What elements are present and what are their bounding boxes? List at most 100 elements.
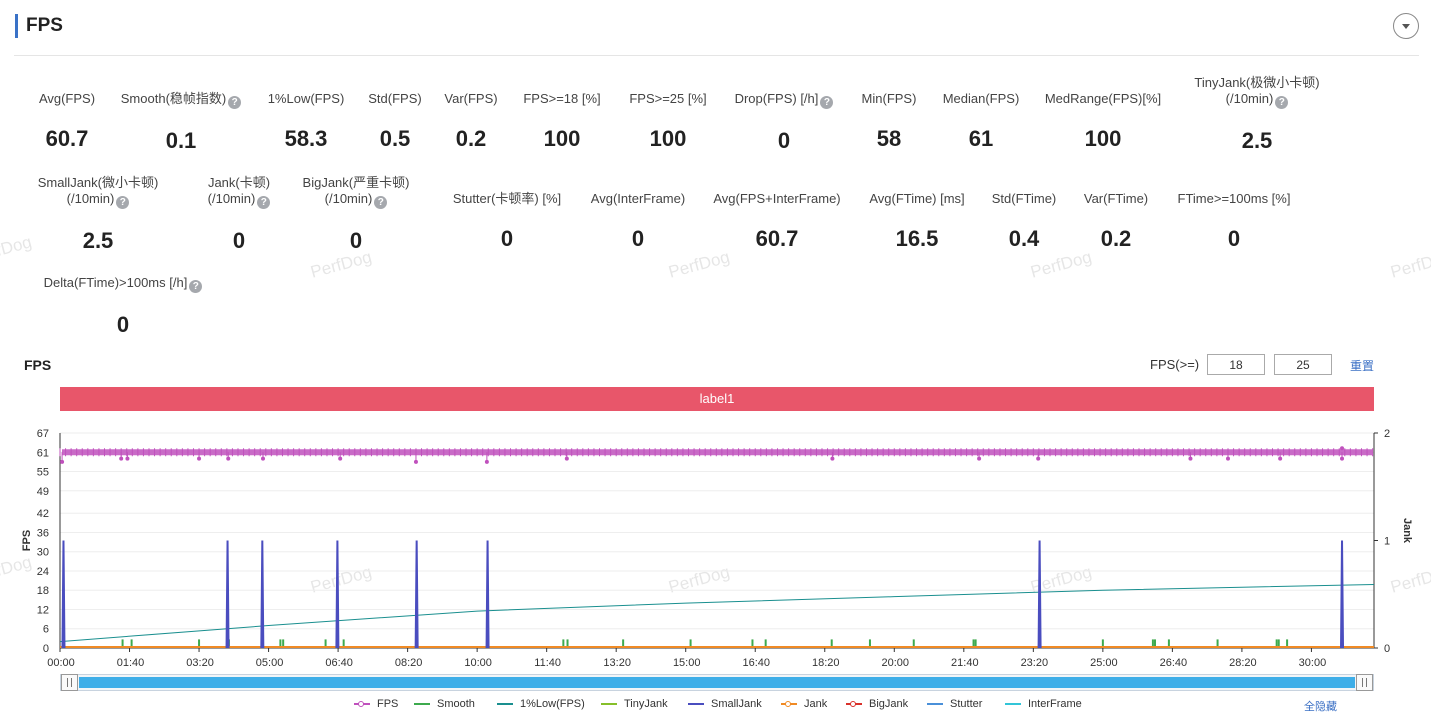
metric-label-unit: (/10min)? xyxy=(1167,91,1347,109)
fps-dip-marker xyxy=(60,459,65,464)
y2-axis-title: Jank xyxy=(1401,518,1413,544)
reset-button[interactable]: 重置 xyxy=(1350,359,1375,373)
time-range-selection[interactable] xyxy=(79,677,1355,688)
help-icon[interactable]: ? xyxy=(228,96,242,109)
legend-label: SmallJank xyxy=(711,698,762,710)
legend-swatch-icon xyxy=(414,703,430,705)
metric-label-text: SmallJank(微小卡顿) xyxy=(37,175,159,190)
legend-item[interactable]: Jank xyxy=(781,697,828,711)
metric-label-unit: (/10min)? xyxy=(266,191,446,209)
x-tick-label: 26:40 xyxy=(1160,657,1188,669)
x-tick-label: 13:20 xyxy=(603,657,631,669)
legend-label: FPS xyxy=(377,698,399,710)
time-range-slider[interactable] xyxy=(60,674,1374,691)
x-tick-label: 16:40 xyxy=(742,657,770,669)
legend-item[interactable]: SmallJank xyxy=(688,697,762,711)
fps-threshold-input-1[interactable] xyxy=(1207,354,1265,375)
fps-dip-marker xyxy=(125,456,130,461)
legend-label: InterFrame xyxy=(1028,698,1082,710)
fps-dip-marker xyxy=(338,456,343,461)
y-tick-label: 36 xyxy=(37,527,49,539)
fps-dip-marker xyxy=(261,456,266,461)
range-end-handle[interactable] xyxy=(1356,674,1373,691)
legend-item[interactable]: 1%Low(FPS) xyxy=(497,697,585,711)
help-icon[interactable]: ? xyxy=(257,196,271,209)
metric-label-text: Avg(InterFrame) xyxy=(590,191,686,206)
metric-card: FPS>=25 [%] 100 xyxy=(578,91,758,152)
metric-label-text: Smooth(稳帧指数) xyxy=(120,91,227,106)
chart-title: FPS xyxy=(24,357,52,373)
metric-value: 60.7 xyxy=(755,226,799,251)
y2-tick-label: 0 xyxy=(1384,643,1390,655)
metric-label-unit: (/10min)? xyxy=(8,191,188,209)
range-start-handle[interactable] xyxy=(61,674,78,691)
chart-legend: FPS Smooth 1%Low(FPS) TinyJank SmallJank Jank… xyxy=(0,697,1431,713)
section-header: FPS xyxy=(0,0,1431,56)
metric-label-unit-text: (/10min) xyxy=(66,191,115,206)
metric-label: BigJank(严重卡顿) xyxy=(266,175,446,191)
legend-item[interactable]: Stutter xyxy=(927,697,982,711)
legend-item[interactable]: InterFrame xyxy=(1005,697,1082,711)
hide-all-button[interactable]: 全隐藏 xyxy=(1304,701,1337,713)
metric-label-text: TinyJank(极微小卡顿) xyxy=(1194,75,1320,90)
legend-item[interactable]: FPS xyxy=(354,697,399,711)
metric-label-text: Avg(FPS) xyxy=(38,91,96,106)
metric-label-unit-text: (/10min) xyxy=(1225,91,1274,106)
legend-marker-icon xyxy=(358,701,364,707)
fps-threshold-label: FPS(>=) xyxy=(1150,357,1200,372)
x-tick-label: 25:00 xyxy=(1090,657,1118,669)
fps-dip-marker xyxy=(413,459,418,464)
legend-swatch-icon xyxy=(601,703,617,705)
metric-card: Stutter(卡顿率) [%] 0 xyxy=(417,191,597,252)
metric-value: 2.5 xyxy=(1241,128,1273,153)
help-icon[interactable]: ? xyxy=(374,196,388,209)
help-icon[interactable]: ? xyxy=(116,196,130,209)
x-tick-label: 23:20 xyxy=(1021,657,1049,669)
x-tick-label: 10:00 xyxy=(464,657,492,669)
fps-threshold-input-2[interactable] xyxy=(1274,354,1332,375)
metric-label-unit: (/10min)? xyxy=(149,191,329,209)
metric-value: 100 xyxy=(1084,126,1122,151)
smalljank-spike xyxy=(225,540,230,649)
legend-item[interactable]: Smooth xyxy=(414,697,475,711)
help-icon[interactable]: ? xyxy=(820,96,834,109)
fps-dip-marker xyxy=(1340,456,1345,461)
legend-item[interactable]: BigJank xyxy=(846,697,908,711)
metric-label: FPS>=18 [%] xyxy=(472,91,652,107)
metric-label: Min(FPS) xyxy=(799,91,979,107)
help-icon[interactable]: ? xyxy=(189,280,203,293)
metric-label: MedRange(FPS)[%] xyxy=(1013,91,1193,107)
legend-label: Jank xyxy=(804,698,828,710)
title-accent-bar xyxy=(15,14,18,38)
y-tick-label: 67 xyxy=(37,428,49,440)
smalljank-spike xyxy=(485,540,490,649)
metric-label-text: Delta(FTime)>100ms [/h] xyxy=(43,275,188,290)
metric-label-text: Min(FPS) xyxy=(861,91,917,106)
collapse-toggle-icon[interactable] xyxy=(1393,13,1419,39)
smalljank-spike xyxy=(260,540,265,649)
x-tick-label: 05:00 xyxy=(256,657,284,669)
label-bar[interactable]: label1 xyxy=(60,387,1374,411)
metric-label: SmallJank(微小卡顿) xyxy=(8,175,188,191)
smalljank-spike xyxy=(1340,540,1345,649)
metric-value: 58.3 xyxy=(284,126,328,151)
metric-label-text: FPS>=25 [%] xyxy=(629,91,707,106)
metric-card: 1%Low(FPS) 58.3 xyxy=(216,91,396,152)
legend-item[interactable]: TinyJank xyxy=(601,697,668,711)
y2-tick-label: 1 xyxy=(1384,536,1390,548)
fps-dip-marker xyxy=(977,456,982,461)
metric-value: 0 xyxy=(116,312,130,337)
metric-value: 0 xyxy=(349,228,363,253)
metric-label-unit-text: (/10min) xyxy=(207,191,256,206)
metric-label: Avg(FTime) [ms] xyxy=(827,191,1007,207)
metric-value: 58 xyxy=(876,126,902,151)
fps-dip-marker xyxy=(1226,456,1230,461)
metric-card: Avg(InterFrame) 0 xyxy=(548,191,728,252)
y-tick-label: 49 xyxy=(37,486,49,498)
smalljank-spike xyxy=(1037,540,1042,649)
legend-marker-icon xyxy=(785,701,791,707)
help-icon[interactable]: ? xyxy=(1275,96,1289,109)
metric-label: Delta(FTime)>100ms [/h]? xyxy=(33,275,213,293)
metric-value: 0 xyxy=(631,226,645,251)
